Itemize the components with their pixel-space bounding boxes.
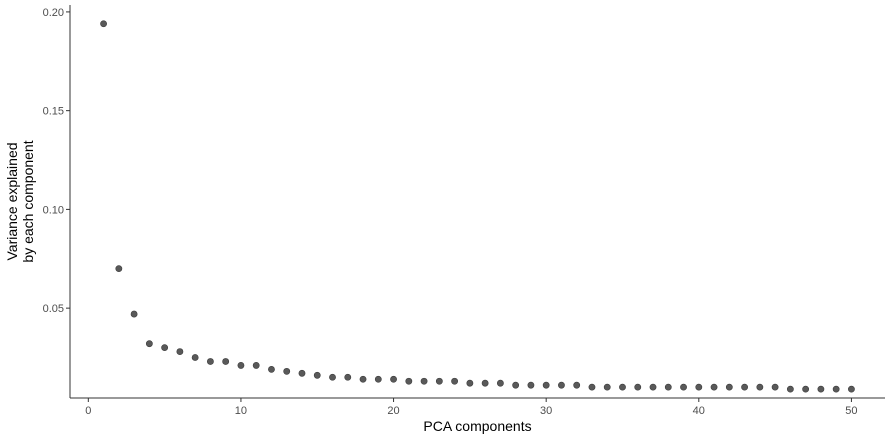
data-point [695,383,703,391]
data-point [512,381,520,389]
data-point [359,375,367,383]
data-point [558,381,565,389]
data-points [100,20,855,393]
data-point [145,340,153,348]
data-point [222,358,230,365]
data-point [710,383,718,391]
y-axis-title-line-1: Variance explained [4,142,20,260]
data-point [817,385,825,393]
data-point [588,383,596,391]
y-axis-title-line-2: by each component [20,140,36,262]
data-point [237,362,245,369]
data-point [420,377,428,385]
data-point [832,385,840,393]
data-point [786,385,794,393]
data-point [390,375,397,383]
x-tick-label: 50 [845,405,857,417]
data-point [283,367,291,375]
x-tick-label: 0 [85,405,91,417]
data-point [542,381,550,389]
data-point [435,377,443,385]
data-point [252,362,260,369]
data-point [771,383,779,391]
axes [66,5,885,402]
x-tick-label: 30 [540,405,552,417]
data-point [207,358,214,365]
y-tick-label: 0.15 [43,106,64,118]
data-point [725,383,733,391]
data-point [481,379,489,387]
data-point [344,373,352,381]
data-point [161,344,169,352]
data-point [496,379,504,387]
data-point [573,381,581,389]
data-point [664,383,672,391]
data-point [374,375,382,383]
data-point [634,383,642,391]
x-axis-title: PCA components [423,418,531,434]
data-point [115,265,123,273]
tick-labels: 0 10 20 30 40 50 0.05 0.10 0.15 0.20 [43,7,858,417]
data-point [268,365,275,373]
data-point [680,383,687,391]
x-tick-label: 10 [235,405,247,417]
data-point [619,383,626,391]
data-point [329,373,336,381]
data-point [100,20,107,28]
data-point [741,383,748,391]
data-point [649,383,657,391]
data-point [405,377,413,385]
y-tick-label: 0.20 [43,7,64,19]
data-point [848,385,855,393]
x-tick-label: 20 [387,405,399,417]
y-tick-label: 0.05 [43,303,64,315]
data-point [313,371,321,379]
data-point [802,385,810,393]
data-point [191,354,199,361]
data-point [527,381,535,389]
data-point [603,383,611,391]
x-tick-label: 40 [693,405,705,417]
y-tick-label: 0.10 [43,204,64,216]
data-point [451,377,459,385]
data-point [298,369,306,377]
data-point [130,310,138,318]
data-point [176,348,184,355]
data-point [756,383,764,391]
data-point [466,379,474,387]
